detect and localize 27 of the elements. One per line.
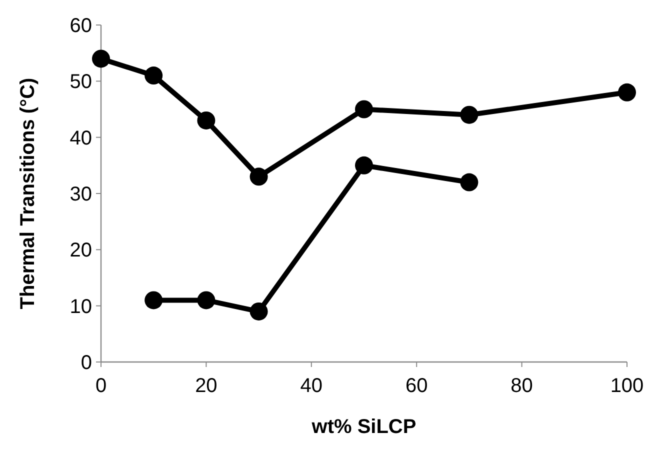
point (92, 50, 110, 68)
x-axis-title: wt% SiLCP (310, 416, 416, 438)
y-axis-title: Thermal Transitions (°C) (17, 78, 39, 310)
point (144, 291, 163, 310)
y-tick-label: 0 (80, 352, 92, 374)
point (197, 291, 216, 310)
x-tick-label: 80 (510, 375, 533, 397)
point (618, 83, 636, 102)
x-tick-label: 40 (300, 375, 323, 397)
x-tick-label: 20 (195, 375, 218, 397)
y-tick-label: 10 (70, 296, 92, 318)
y-tick-label: 50 (70, 71, 92, 94)
x-tick-label: 100 (610, 375, 644, 397)
point (355, 156, 373, 174)
y-tick-label: 30 (70, 184, 92, 206)
point (355, 100, 373, 118)
point (250, 302, 268, 320)
x-tick-label: 60 (405, 375, 428, 397)
x-tick-label: 0 (95, 375, 107, 397)
point (197, 111, 216, 130)
y-tick-label: 40 (70, 127, 92, 150)
point (250, 168, 268, 186)
point (460, 173, 478, 192)
y-tick-label: 60 (70, 15, 92, 37)
point (144, 66, 163, 85)
y-tick-label: 20 (70, 240, 92, 262)
point (460, 106, 478, 124)
